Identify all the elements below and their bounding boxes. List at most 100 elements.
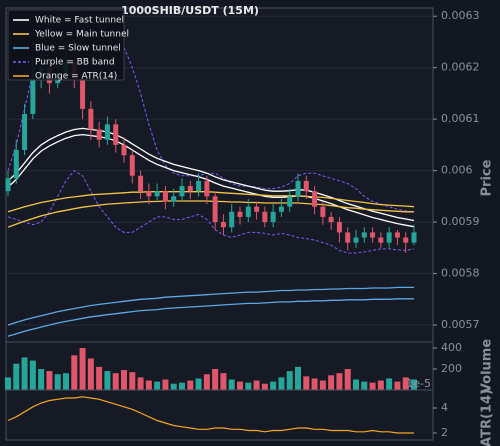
bar (87, 358, 94, 390)
candle-body (361, 232, 367, 238)
candle-body (113, 124, 119, 145)
line (7, 298, 414, 337)
bar (336, 373, 343, 390)
candle-body (303, 180, 309, 192)
bar (286, 371, 293, 390)
bar (96, 366, 103, 390)
y-tick-label: 0.0058 (441, 267, 480, 280)
line (7, 286, 414, 326)
bar (369, 382, 376, 390)
bar (13, 363, 20, 390)
legend-box (7, 9, 125, 81)
bar (121, 370, 127, 390)
candle-body (262, 211, 268, 223)
bar (21, 357, 28, 390)
bar (187, 380, 194, 390)
bar (54, 374, 61, 390)
bar (328, 375, 335, 390)
bar (170, 383, 177, 390)
candle-body (154, 191, 160, 197)
y-tick-label: 200 (441, 362, 462, 375)
y-tick-label: 0.006 (441, 164, 473, 177)
bar (5, 377, 11, 390)
candle-body (345, 232, 351, 243)
line (7, 10, 415, 213)
bar (79, 347, 86, 390)
candle-body (204, 180, 210, 197)
bar (311, 378, 318, 390)
candle-body (386, 232, 392, 243)
y-tick-label: 0.0059 (441, 215, 480, 228)
candle-body (220, 222, 226, 228)
candle-body (245, 206, 251, 217)
candle-body (278, 206, 284, 212)
candle-body (237, 211, 243, 217)
line (7, 200, 414, 228)
bar (179, 382, 185, 390)
candle-body (80, 77, 86, 109)
candle-body (312, 191, 318, 207)
y-tick-label: 0.0062 (441, 61, 480, 74)
candle-body (254, 206, 260, 212)
candle-body (336, 222, 342, 233)
bar (195, 378, 202, 390)
bar (386, 378, 393, 390)
bar (353, 379, 359, 390)
y-tick-label: 0.0061 (441, 112, 480, 125)
bar (261, 383, 268, 390)
candle-body (138, 175, 144, 192)
candle-body (5, 178, 11, 192)
bar (112, 373, 119, 390)
bar (137, 377, 144, 390)
y-tick-label: 0.0057 (441, 318, 480, 331)
bar (319, 380, 326, 390)
candle-body (187, 186, 193, 192)
legend: White = Fast tunnel Yellow = Main tunnel B… (7, 9, 129, 82)
candle-body (411, 232, 417, 243)
bar (394, 381, 401, 390)
bar (344, 368, 351, 390)
bar (228, 379, 235, 390)
bar (38, 368, 45, 390)
legend-label: White = Fast tunnel (35, 16, 124, 26)
line (7, 133, 415, 228)
bar (71, 355, 78, 390)
bar (29, 360, 36, 390)
candle-body (295, 180, 301, 197)
bar (63, 373, 69, 390)
candle-body (370, 232, 376, 238)
candle-body (162, 191, 168, 202)
candle-body (13, 150, 19, 179)
bar (278, 377, 285, 390)
candle-body (171, 196, 177, 202)
bar (377, 380, 384, 390)
candle-body (353, 237, 359, 243)
axis-label: Price (480, 159, 495, 196)
bar (295, 366, 301, 390)
candle-body (229, 211, 235, 228)
line (7, 169, 415, 254)
bar (145, 380, 152, 390)
bar (270, 381, 277, 390)
candle-body (378, 237, 384, 243)
bar (361, 381, 368, 390)
candle-body (287, 196, 293, 207)
offset-text: 1e-5 (406, 377, 431, 390)
axis-label: ATR(14) (480, 389, 495, 446)
line (7, 127, 415, 222)
candle-body (328, 216, 334, 223)
candle-body (88, 108, 94, 130)
line (7, 191, 415, 213)
bar (402, 377, 409, 390)
candle-body (121, 144, 127, 156)
candle-body (129, 155, 135, 176)
y-tick-label: 2 (441, 426, 448, 439)
bar (129, 372, 136, 390)
bar (212, 368, 219, 390)
legend-label: Orange = ATR(14) (35, 72, 117, 82)
candle-body (270, 211, 276, 223)
axis-label: Volume (480, 339, 495, 394)
panel (5, 341, 434, 391)
bar (46, 371, 53, 390)
